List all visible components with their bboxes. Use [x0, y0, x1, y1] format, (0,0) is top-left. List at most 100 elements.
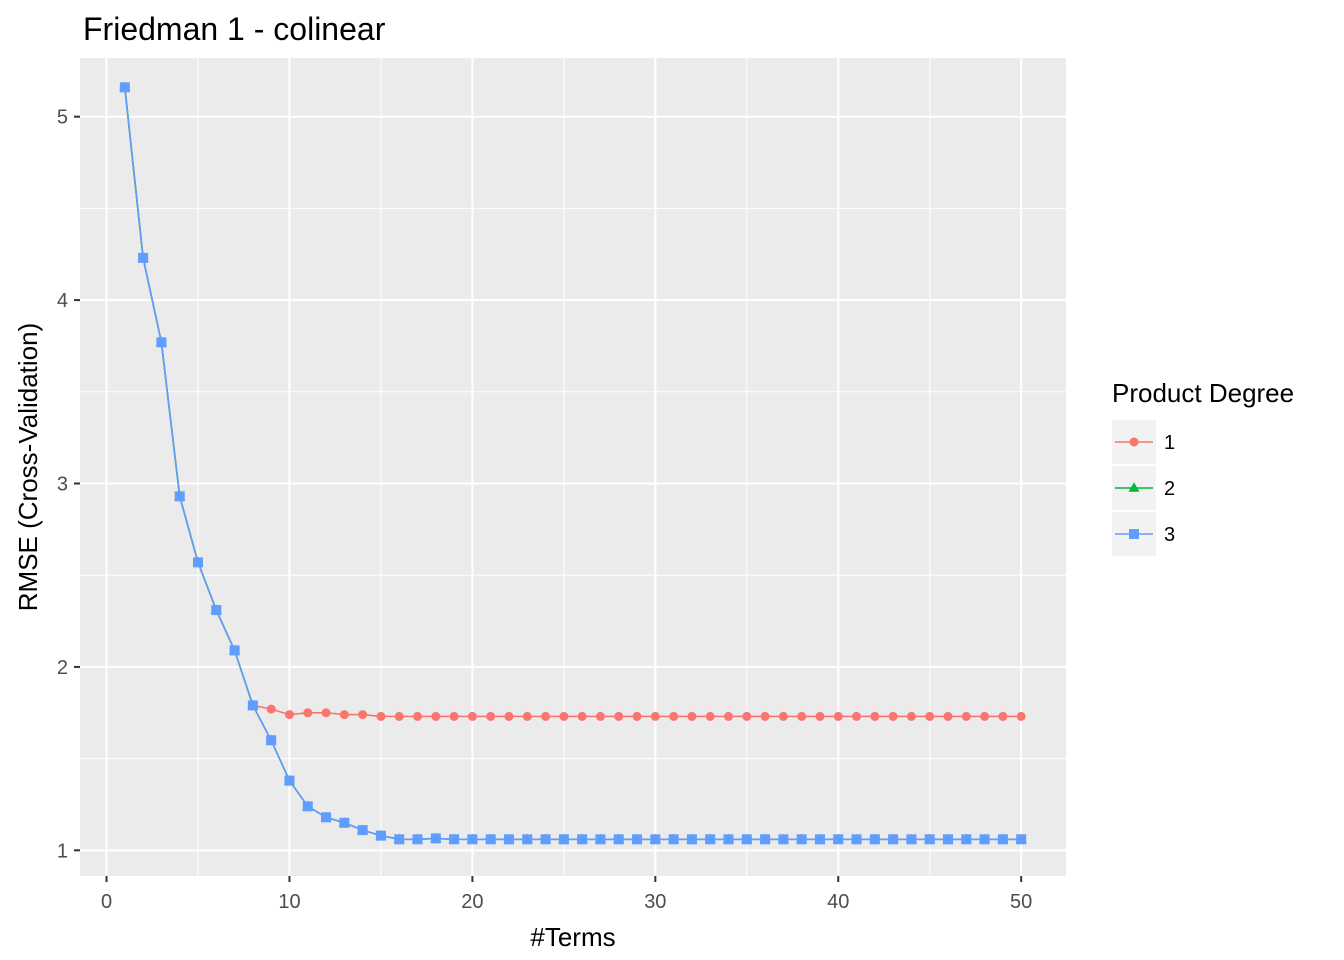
legend-title: Product Degree	[1112, 378, 1294, 408]
data-point-1	[687, 711, 697, 721]
y-tick-label: 5	[57, 107, 68, 129]
y-tick-label: 2	[57, 657, 68, 679]
data-point-1	[284, 710, 294, 720]
data-point-1	[595, 711, 605, 721]
data-point-1	[650, 711, 660, 721]
series-markers	[119, 81, 1027, 845]
legend-label-1: 1	[1164, 432, 1175, 454]
y-axis-title: RMSE (Cross-Validation)	[13, 323, 43, 611]
data-point-1	[394, 711, 404, 721]
data-point-3	[321, 812, 332, 823]
chart-title: Friedman 1 - colinear	[83, 11, 386, 47]
data-point-1	[541, 711, 551, 721]
x-tick-label: 10	[278, 891, 300, 913]
data-point-3	[943, 834, 954, 845]
x-tick-label: 30	[644, 891, 666, 913]
data-point-1	[431, 711, 441, 721]
data-point-1	[833, 711, 843, 721]
data-point-3	[174, 491, 185, 502]
data-point-3	[540, 834, 551, 845]
data-point-1	[778, 711, 788, 721]
data-point-3	[796, 834, 807, 845]
x-axis-ticks: 0 10 20 30 40 50	[101, 876, 1032, 913]
data-point-3	[430, 833, 441, 844]
data-point-3	[924, 834, 935, 845]
data-point-1	[522, 711, 532, 721]
data-point-1	[614, 711, 624, 721]
data-point-3	[869, 834, 880, 845]
data-point-3	[705, 834, 716, 845]
data-point-3	[192, 557, 203, 568]
data-point-3	[613, 834, 624, 845]
data-point-1	[870, 711, 880, 721]
data-point-1	[632, 711, 642, 721]
data-point-3	[741, 834, 752, 845]
data-point-1	[467, 711, 477, 721]
data-point-1	[449, 711, 459, 721]
data-point-1	[339, 710, 349, 720]
data-point-1	[358, 710, 368, 720]
data-point-3	[211, 605, 222, 616]
data-point-3	[961, 834, 972, 845]
data-point-1	[376, 711, 386, 721]
data-point-1	[998, 711, 1008, 721]
data-point-3	[760, 834, 771, 845]
data-point-1	[961, 711, 971, 721]
legend-label-3: 3	[1164, 524, 1175, 546]
data-point-3	[449, 834, 460, 845]
data-point-1	[723, 711, 733, 721]
data-point-1	[577, 711, 587, 721]
data-point-1	[486, 711, 496, 721]
data-point-3	[558, 834, 569, 845]
y-axis-ticks: 1 2 3 4 5	[57, 107, 80, 862]
data-point-3	[284, 775, 295, 786]
x-tick-label: 20	[461, 891, 483, 913]
plot-panel	[80, 58, 1066, 876]
data-point-3	[412, 834, 423, 845]
data-point-3	[668, 834, 679, 845]
data-point-3	[1016, 834, 1027, 845]
data-point-3	[595, 834, 606, 845]
data-point-1	[266, 704, 276, 714]
data-point-1	[906, 711, 916, 721]
data-point-3	[979, 834, 990, 845]
data-point-3	[394, 834, 405, 845]
data-point-1	[943, 711, 953, 721]
data-point-3	[632, 834, 643, 845]
x-axis-title: #Terms	[530, 922, 615, 952]
data-point-3	[375, 830, 386, 841]
x-tick-label: 0	[101, 891, 112, 913]
data-point-3	[650, 834, 661, 845]
data-point-3	[503, 834, 514, 845]
data-point-3	[723, 834, 734, 845]
data-point-3	[266, 735, 277, 746]
data-point-3	[778, 834, 789, 845]
data-point-1	[980, 711, 990, 721]
x-tick-label: 40	[827, 891, 849, 913]
data-point-1	[705, 711, 715, 721]
data-point-3	[339, 817, 350, 828]
data-point-3	[814, 834, 825, 845]
data-point-3	[485, 834, 496, 845]
data-point-3	[357, 825, 368, 836]
data-point-3	[833, 834, 844, 845]
data-point-3	[577, 834, 588, 845]
y-tick-label: 4	[57, 290, 68, 312]
y-tick-label: 3	[57, 474, 68, 496]
legend-keys: 1 2 3	[1112, 420, 1175, 556]
data-point-3	[467, 834, 478, 845]
data-point-1	[1016, 711, 1026, 721]
x-tick-label: 50	[1010, 891, 1032, 913]
grid-minor	[80, 58, 1066, 876]
data-point-1	[888, 711, 898, 721]
data-point-1	[852, 711, 862, 721]
legend-label-2: 2	[1164, 478, 1175, 500]
data-point-3	[997, 834, 1008, 845]
data-point-3	[851, 834, 862, 845]
data-point-3	[119, 82, 130, 93]
data-point-3	[156, 337, 167, 348]
data-point-1	[797, 711, 807, 721]
data-point-1	[760, 711, 770, 721]
data-point-3	[888, 834, 899, 845]
